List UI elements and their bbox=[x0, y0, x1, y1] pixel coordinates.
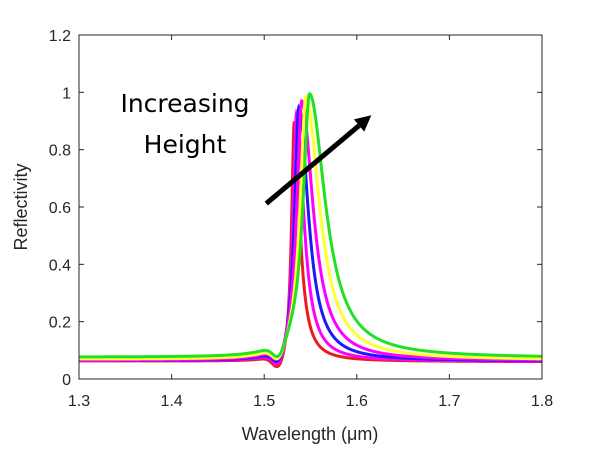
arrow-shaft bbox=[264, 123, 361, 206]
y-tick-label: 0 bbox=[62, 372, 71, 389]
y-tick-label: 0.6 bbox=[49, 200, 71, 217]
increasing-height-arrow bbox=[264, 115, 372, 206]
series-line-6 bbox=[79, 92, 543, 359]
y-axis-ticks: 0 0.2 0.4 0.6 0.8 1 1.2 bbox=[49, 28, 542, 389]
x-axis-ticks: 1.3 1.4 1.5 1.6 1.7 1.8 bbox=[68, 35, 553, 410]
y-tick-label: 1.2 bbox=[49, 28, 71, 45]
x-tick-label: 1.4 bbox=[160, 393, 182, 410]
x-tick-label: 1.7 bbox=[438, 393, 460, 410]
y-axis-label: Reflectivity bbox=[11, 163, 31, 250]
series-curves bbox=[78, 92, 543, 369]
annotation-line-2: Height bbox=[144, 130, 227, 159]
annotation-line-1: Increasing bbox=[120, 89, 249, 118]
x-tick-label: 1.8 bbox=[531, 393, 553, 410]
x-axis-label: Wavelength (μm) bbox=[242, 424, 379, 444]
y-tick-label: 0.4 bbox=[49, 257, 71, 274]
x-tick-label: 1.5 bbox=[253, 393, 275, 410]
y-tick-label: 1 bbox=[62, 85, 71, 102]
x-tick-label: 1.3 bbox=[68, 393, 90, 410]
y-tick-label: 0.2 bbox=[49, 315, 71, 332]
x-tick-label: 1.6 bbox=[346, 393, 368, 410]
arrow-head bbox=[353, 115, 372, 132]
series-line-5 bbox=[79, 94, 542, 361]
y-tick-label: 0.8 bbox=[49, 143, 71, 160]
